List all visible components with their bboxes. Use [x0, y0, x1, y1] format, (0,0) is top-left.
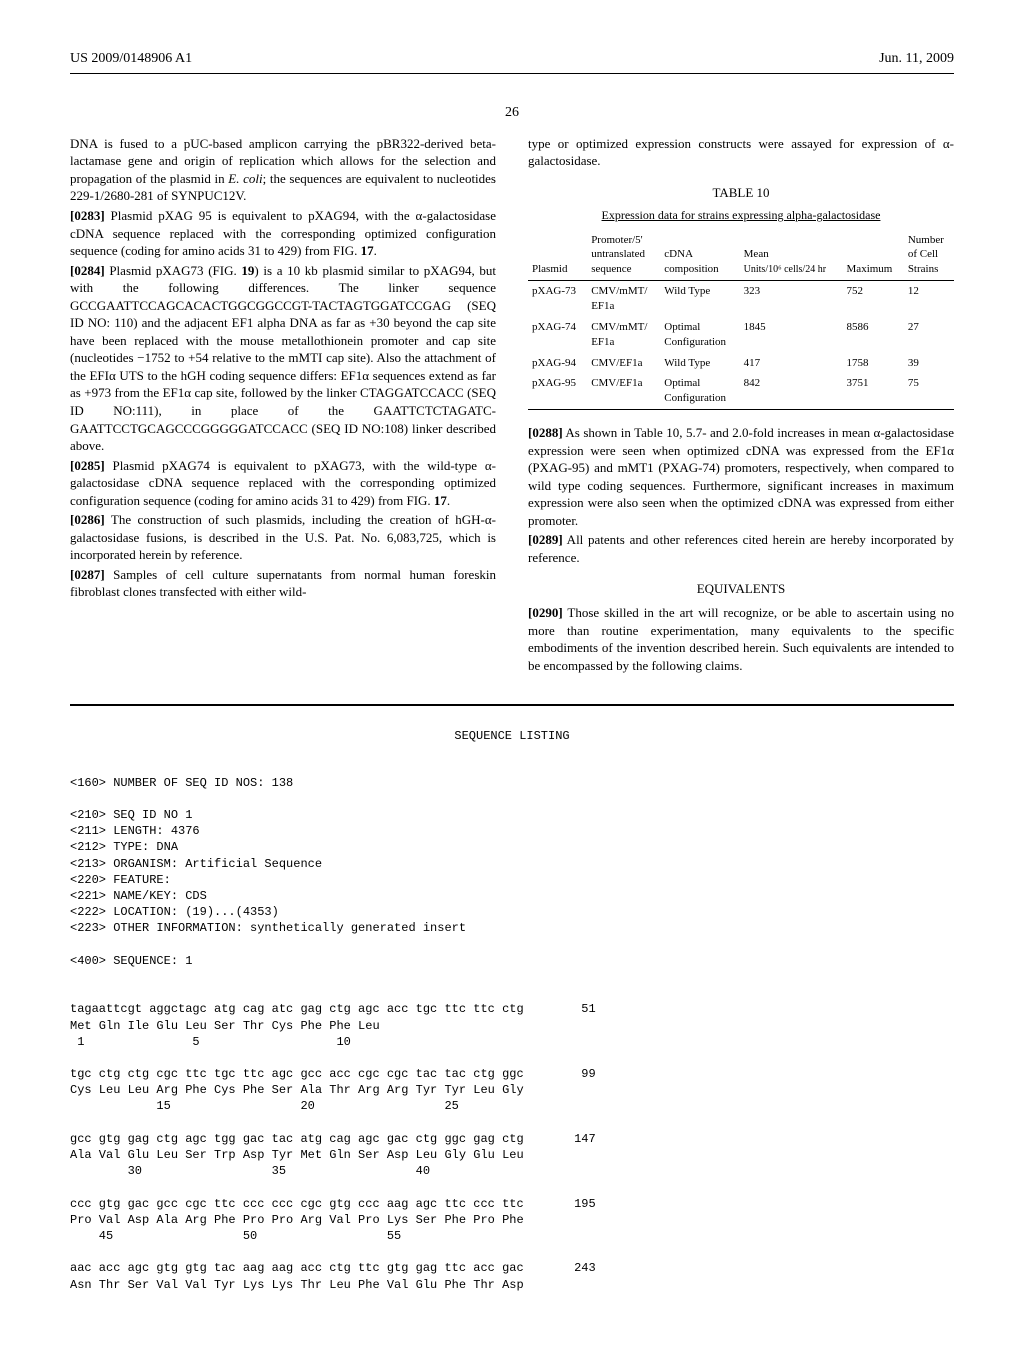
left-column: DNA is fused to a pUC-based amplicon car… [70, 135, 496, 676]
table-title: Expression data for strains expressing a… [528, 207, 954, 223]
col-cdna: cDNA composition [660, 230, 739, 281]
col-max: Maximum [843, 230, 904, 281]
text: ) is a 10 kb plasmid similar to pXAG94, … [70, 263, 496, 453]
cell: Optimal Configuration [660, 373, 739, 409]
expression-table: Plasmid Promoter/5' untranslated sequenc… [528, 230, 954, 410]
para-0289: [0289] All patents and other references … [528, 531, 954, 566]
text: Samples of cell culture supernatants fro… [70, 567, 496, 600]
table-header-row: Plasmid Promoter/5' untranslated sequenc… [528, 230, 954, 281]
text: Plasmid pXAG73 (FIG. [105, 263, 242, 278]
para-0285: [0285] Plasmid pXAG74 is equivalent to p… [70, 457, 496, 510]
table-row: pXAG-95 CMV/EF1a Optimal Configuration 8… [528, 373, 954, 409]
organism-italic: E. coli [228, 171, 262, 186]
cell: pXAG-74 [528, 317, 587, 353]
equivalents-heading: EQUIVALENTS [528, 580, 954, 598]
para-0290: [0290] Those skilled in the art will rec… [528, 604, 954, 674]
text: Those skilled in the art will recognize,… [528, 605, 954, 673]
para-number: [0284] [70, 263, 105, 278]
sequence-body: tagaattcgt aggctagc atg cag atc gag ctg … [70, 1001, 954, 1292]
cell: 1758 [843, 353, 904, 374]
sequence-listing: SEQUENCE LISTING <160> NUMBER OF SEQ ID … [70, 704, 954, 1309]
cell: 1845 [740, 317, 843, 353]
cell: pXAG-95 [528, 373, 587, 409]
col-strains: Number of Cell Strains [904, 230, 954, 281]
para-number: [0287] [70, 567, 105, 582]
cell: 8586 [843, 317, 904, 353]
text: The construction of such plasmids, inclu… [70, 512, 496, 562]
cell: pXAG-94 [528, 353, 587, 374]
fig-ref: 17 [434, 493, 447, 508]
para-number: [0286] [70, 512, 105, 527]
cell: CMV/EF1a [587, 353, 660, 374]
page-header: US 2009/0148906 A1 Jun. 11, 2009 [70, 50, 954, 74]
col-plasmid: Plasmid [528, 230, 587, 281]
right-column: type or optimized expression constructs … [528, 135, 954, 676]
table-label: TABLE 10 [528, 184, 954, 202]
para-0286: [0286] The construction of such plasmids… [70, 511, 496, 564]
cell: 12 [904, 281, 954, 317]
col-promoter: Promoter/5' untranslated sequence [587, 230, 660, 281]
cell: 3751 [843, 373, 904, 409]
cell: CMV/mMT/ EF1a [587, 281, 660, 317]
para-number: [0288] [528, 425, 563, 440]
cell: Optimal Configuration [660, 317, 739, 353]
pub-number: US 2009/0148906 A1 [70, 50, 192, 69]
cell: CMV/mMT/ EF1a [587, 317, 660, 353]
text: Plasmid pXAG74 is equivalent to pXAG73, … [70, 458, 496, 508]
pub-date: Jun. 11, 2009 [879, 50, 954, 69]
cell: 323 [740, 281, 843, 317]
sequence-title: SEQUENCE LISTING [70, 728, 954, 744]
cell: 75 [904, 373, 954, 409]
cell: 27 [904, 317, 954, 353]
para-0288: [0288] As shown in Table 10, 5.7- and 2.… [528, 424, 954, 529]
cell: Wild Type [660, 281, 739, 317]
text: All patents and other references cited h… [528, 532, 954, 565]
text: . [447, 493, 450, 508]
fig-ref: 19 [241, 263, 254, 278]
para-number: [0283] [70, 208, 105, 223]
text: As shown in Table 10, 5.7- and 2.0-fold … [528, 425, 954, 528]
cell: 417 [740, 353, 843, 374]
cell: pXAG-73 [528, 281, 587, 317]
page-number: 26 [70, 104, 954, 123]
cell: 842 [740, 373, 843, 409]
para-0284: [0284] Plasmid pXAG73 (FIG. 19) is a 10 … [70, 262, 496, 455]
table-row: pXAG-73 CMV/mMT/ EF1a Wild Type 323 752 … [528, 281, 954, 317]
sequence-meta: <160> NUMBER OF SEQ ID NOS: 138 <210> SE… [70, 775, 954, 969]
para-0283: [0283] Plasmid pXAG 95 is equivalent to … [70, 207, 496, 260]
para-number: [0290] [528, 605, 563, 620]
para-0287: [0287] Samples of cell culture supernata… [70, 566, 496, 601]
para-intro: DNA is fused to a pUC-based amplicon car… [70, 135, 496, 205]
body-columns: DNA is fused to a pUC-based amplicon car… [70, 135, 954, 676]
cell: CMV/EF1a [587, 373, 660, 409]
table-row: pXAG-94 CMV/EF1a Wild Type 417 1758 39 [528, 353, 954, 374]
para-number: [0285] [70, 458, 105, 473]
fig-ref: 17 [361, 243, 374, 258]
cell: 752 [843, 281, 904, 317]
cell: 39 [904, 353, 954, 374]
cell: Wild Type [660, 353, 739, 374]
table-row: pXAG-74 CMV/mMT/ EF1a Optimal Configurat… [528, 317, 954, 353]
para-cont: type or optimized expression constructs … [528, 135, 954, 170]
col-mean: MeanUnits/10⁶ cells/24 hr [740, 230, 843, 281]
text: . [374, 243, 377, 258]
text: Plasmid pXAG 95 is equivalent to pXAG94,… [70, 208, 496, 258]
para-number: [0289] [528, 532, 563, 547]
